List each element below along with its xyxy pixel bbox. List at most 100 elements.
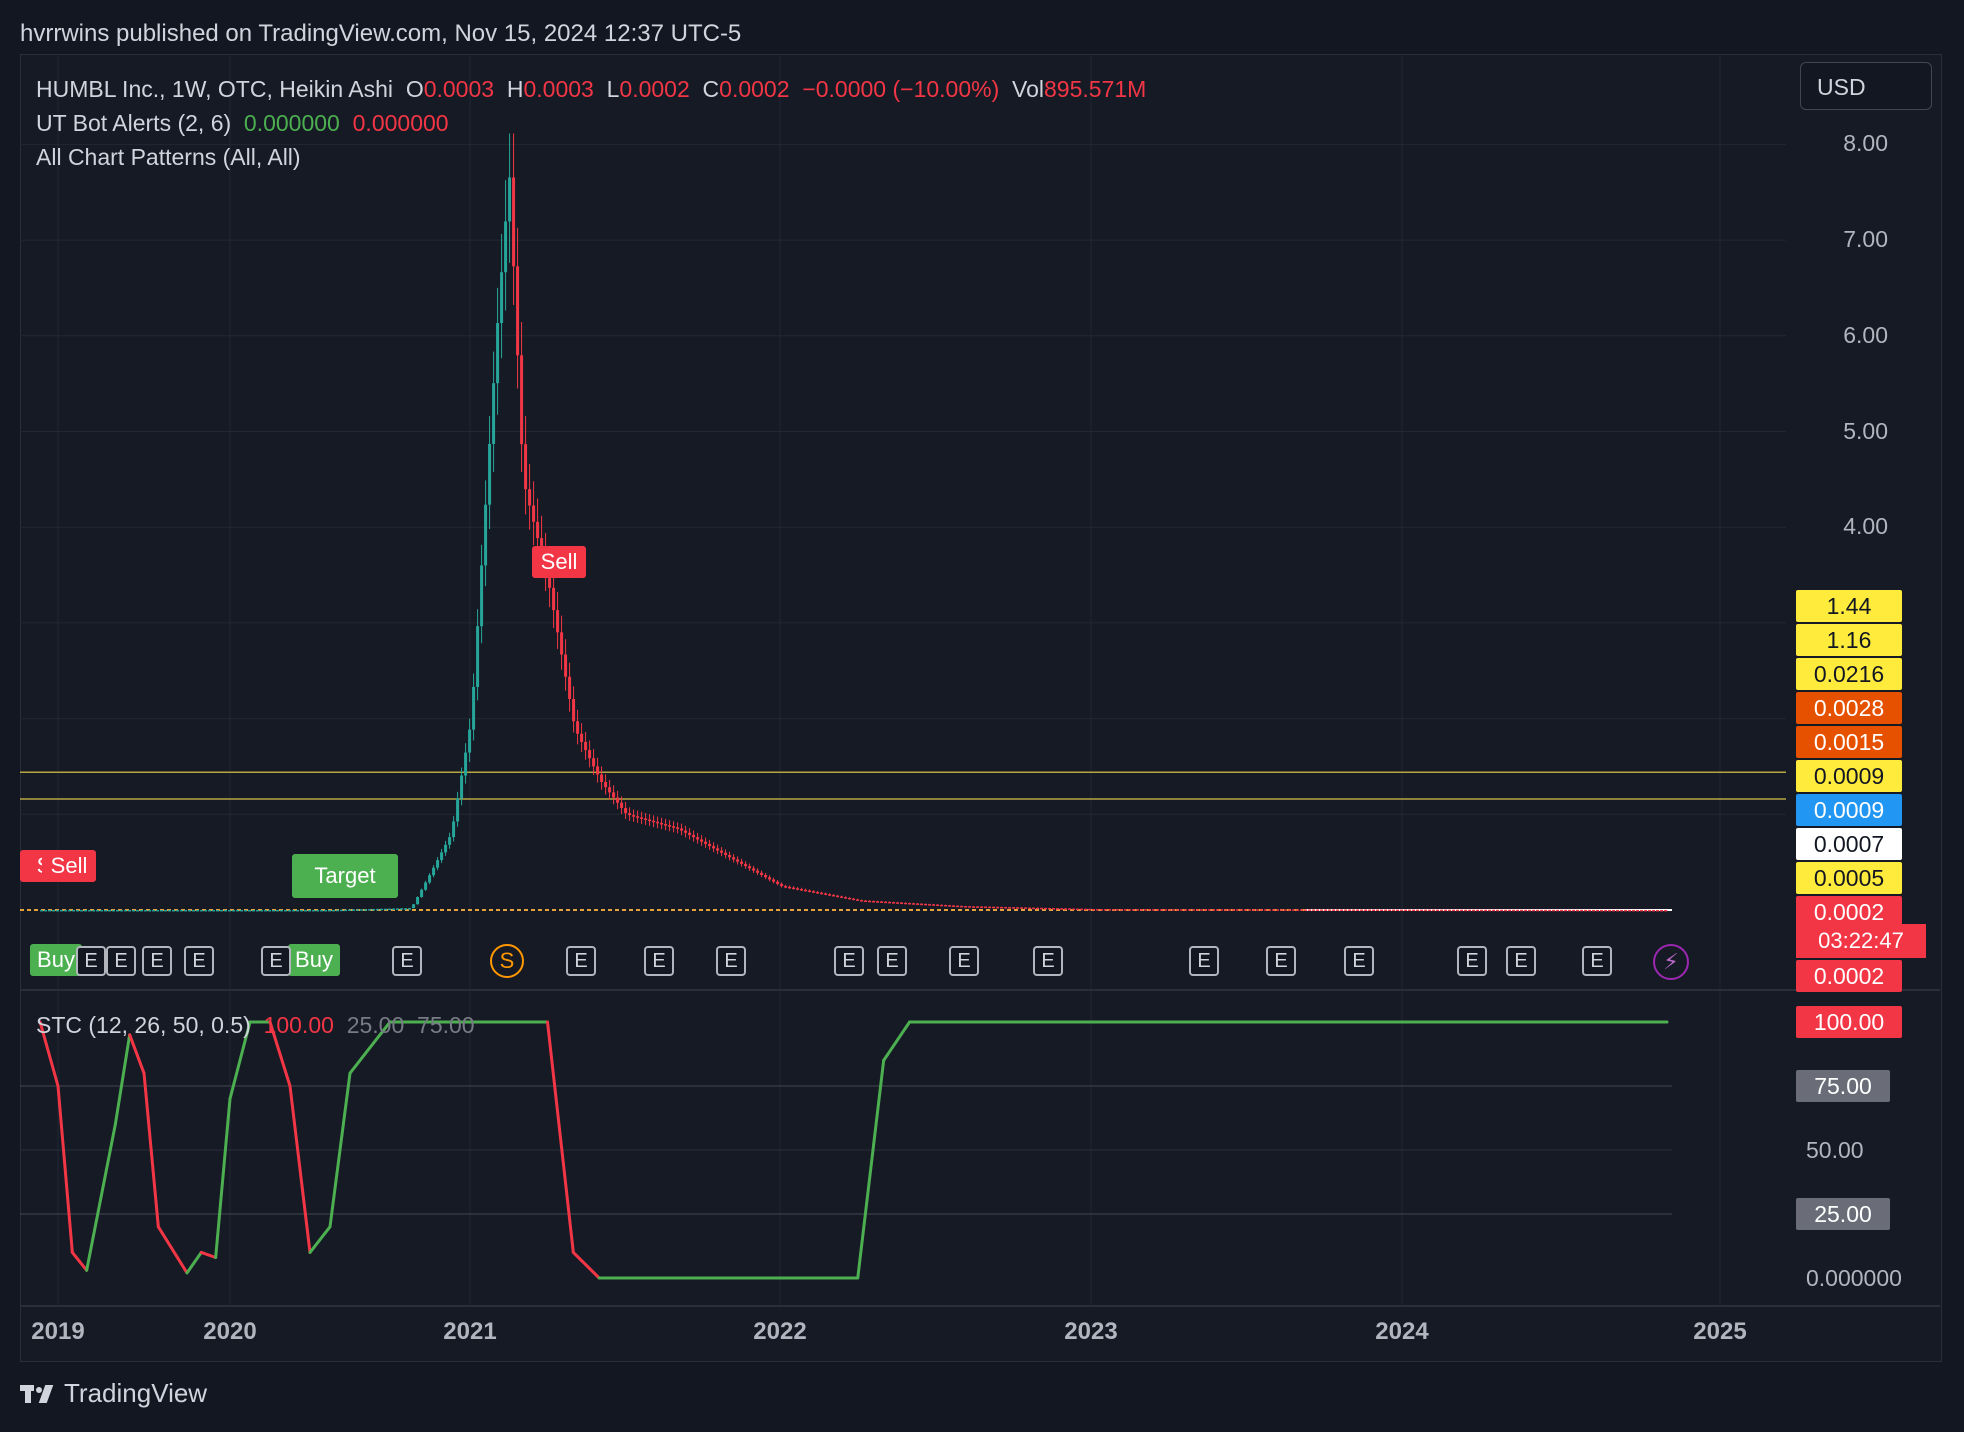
candle-body — [1560, 909, 1564, 912]
candle-body — [96, 909, 100, 912]
candle-body — [1104, 909, 1108, 911]
candle-body — [340, 909, 344, 912]
candle-body — [1012, 907, 1016, 909]
candle-body — [1160, 909, 1164, 911]
candle-body — [112, 909, 116, 912]
candle-body — [1172, 909, 1176, 911]
candle-body — [1004, 907, 1008, 909]
candle-body — [1412, 909, 1416, 912]
candle-body — [352, 909, 356, 911]
candle-body — [1132, 909, 1136, 911]
stc-line-segment — [571, 1250, 601, 1280]
symbol-name[interactable]: HUMBL Inc., 1W, OTC, Heikin Ashi — [36, 76, 394, 102]
earnings-event-icon: E — [644, 946, 674, 976]
earnings-event-icon: E — [1582, 946, 1612, 976]
candle-body — [856, 899, 860, 901]
candle-body — [172, 909, 176, 912]
candle-body — [916, 903, 920, 905]
candle-body — [1268, 909, 1272, 911]
candle-body — [816, 891, 820, 894]
candle-body — [1408, 909, 1412, 912]
chart-patterns-legend[interactable]: All Chart Patterns (All, All) — [36, 144, 301, 171]
candle-body — [232, 909, 236, 912]
candle-body — [316, 909, 320, 912]
candle-body — [580, 733, 584, 742]
candle-body — [1628, 909, 1632, 912]
candle-body — [560, 632, 564, 655]
candle-body — [1304, 909, 1308, 911]
candle-body — [1288, 909, 1292, 911]
candle-body — [676, 827, 680, 829]
candle-body — [1392, 909, 1396, 912]
candle-body — [840, 896, 844, 898]
candle-body — [364, 909, 368, 911]
candle-body — [1640, 909, 1644, 912]
stc-legend[interactable]: STC (12, 26, 50, 0.5) 100.00 25.00 75.00 — [36, 1012, 475, 1039]
candle-body — [876, 901, 880, 903]
sell-signal-peak: Sell — [532, 546, 586, 578]
candle-body — [400, 908, 404, 910]
tradingview-logo-icon — [20, 1383, 56, 1405]
candle-body — [144, 909, 148, 912]
stc-line-segment — [288, 1084, 312, 1254]
candle-body — [208, 909, 212, 912]
candle-body — [240, 909, 244, 912]
candle-body — [292, 909, 296, 912]
candle-body — [280, 909, 284, 912]
candle-body — [1056, 908, 1060, 910]
candle-body — [1256, 909, 1260, 911]
candle-body — [1264, 909, 1268, 911]
candle-body — [1616, 909, 1620, 912]
candle-body — [80, 909, 84, 912]
candle-body — [952, 905, 956, 907]
ut-bot-legend[interactable]: UT Bot Alerts (2, 6) 0.000000 0.000000 — [36, 110, 449, 137]
candle-body — [528, 489, 532, 506]
candle-body — [356, 909, 360, 911]
candle-body — [1492, 909, 1496, 912]
candle-body — [1480, 909, 1484, 912]
candle-body — [1376, 909, 1380, 912]
candle-body — [1548, 909, 1552, 912]
candle-body — [304, 909, 308, 912]
candle-body — [1384, 909, 1388, 912]
candle-body — [264, 909, 268, 912]
candle-body — [1508, 909, 1512, 912]
earnings-event-icon: E — [261, 946, 291, 976]
close-label: C — [702, 76, 720, 102]
candle-body — [768, 877, 772, 880]
candle-body — [1364, 909, 1368, 911]
candle-body — [108, 909, 112, 912]
candle-body — [1372, 909, 1376, 911]
stc-line-segment — [128, 1033, 146, 1075]
candle-body — [1108, 909, 1112, 911]
stc-line-segment — [70, 1250, 89, 1272]
candle-body — [1024, 907, 1028, 909]
candle-body — [128, 909, 132, 912]
earnings-event-icon: E — [1344, 946, 1374, 976]
candle-body — [1416, 909, 1420, 912]
candle-body — [1620, 909, 1624, 912]
footer[interactable]: TradingView — [20, 1378, 207, 1409]
candle-body — [380, 908, 384, 911]
candle-body — [800, 889, 804, 891]
candle-body — [480, 565, 484, 627]
candle-body — [976, 906, 980, 908]
candle-body — [132, 909, 136, 912]
candle-body — [784, 886, 788, 888]
candle-body — [716, 848, 720, 851]
currency-button[interactable]: USD — [1800, 62, 1932, 110]
price-tag: 0.0028 — [1796, 692, 1902, 724]
earnings-event-icon: E — [566, 946, 596, 976]
candle-body — [1272, 909, 1276, 911]
candle-body — [948, 905, 952, 907]
candle-body — [608, 787, 612, 793]
candle-body — [1432, 909, 1436, 912]
candle-body — [472, 686, 476, 730]
footer-brand: TradingView — [64, 1378, 208, 1408]
candle-body — [508, 177, 512, 222]
candle-body — [412, 904, 416, 909]
candle-body — [824, 893, 828, 895]
candle-body — [612, 792, 616, 798]
candle-body — [1664, 909, 1668, 912]
